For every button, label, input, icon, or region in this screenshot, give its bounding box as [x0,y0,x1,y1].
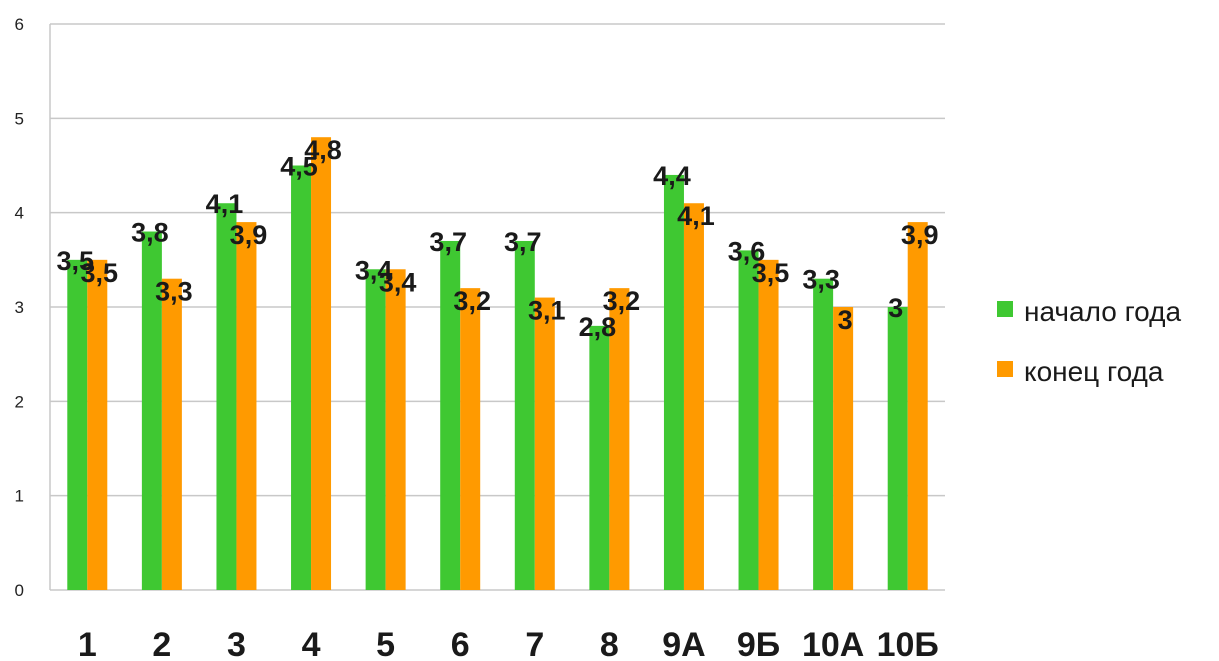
data-label: 3,7 [504,227,542,257]
y-tick-label: 4 [15,204,24,223]
data-label: 3,8 [131,218,169,248]
data-label: 4,1 [206,189,244,219]
bar-start-of-year [738,250,759,590]
data-label: 3,1 [528,296,566,326]
legend: начало года конец года [997,296,1181,387]
data-label: 4,8 [304,135,342,165]
bar-end-of-year [683,203,704,590]
bar-end-of-year [460,288,481,590]
data-label: 3,9 [230,220,268,250]
bar-start-of-year [887,307,908,590]
x-tick-label: 10Б [877,626,939,661]
data-label: 3,6 [728,236,766,266]
x-tick-label: 10А [802,626,864,661]
legend-label: начало года [1024,296,1181,327]
data-label: 3,4 [379,267,417,297]
bar-end-of-year [609,288,630,590]
x-axis: 1 2 3 4 5 6 7 8 9А 9Б 10А 10Б [78,626,939,661]
y-axis: 0 1 2 3 4 5 6 [15,15,24,600]
bar-end-of-year [236,222,257,590]
legend-swatch [997,301,1013,317]
data-label: 3,3 [155,277,193,307]
bar-start-of-year [365,269,386,590]
bar-end-of-year [311,137,332,590]
bar-start-of-year [141,231,162,591]
data-label: 4,1 [677,201,715,231]
x-tick-label: 9А [662,626,705,661]
data-label: 3 [838,305,853,335]
y-tick-label: 3 [15,298,24,317]
bar-end-of-year [833,307,854,590]
bar-start-of-year [440,240,461,590]
data-labels: 3,53,53,83,34,13,94,54,83,43,43,73,23,73… [57,135,939,342]
bar-end-of-year [161,278,182,590]
bar-start-of-year [514,240,535,590]
data-label: 3,4 [355,255,393,285]
x-tick-label: 7 [525,626,544,661]
x-tick-label: 9Б [737,626,780,661]
data-label: 3,2 [603,286,641,316]
y-tick-label: 2 [15,392,24,411]
data-label: 3 [888,293,903,323]
bar-start-of-year [67,259,88,590]
bar-start-of-year [216,203,237,590]
bars [67,137,928,591]
data-label: 3,5 [752,258,790,288]
data-label: 3,9 [901,220,939,250]
x-tick-label: 6 [451,626,470,661]
y-tick-label: 0 [15,581,24,600]
bar-end-of-year [907,222,928,590]
x-tick-label: 4 [302,626,321,661]
legend-label: конец года [1024,356,1164,387]
y-tick-label: 1 [15,487,24,506]
bar-start-of-year [663,174,684,590]
legend-swatch [997,361,1013,377]
x-tick-label: 3 [227,626,246,661]
bar-start-of-year [813,278,834,590]
bar-end-of-year [534,297,555,590]
x-tick-label: 5 [376,626,395,661]
data-label: 3,2 [453,286,491,316]
bar-start-of-year [291,165,312,590]
x-tick-label: 2 [152,626,171,661]
data-label: 4,5 [280,152,318,182]
y-tick-label: 6 [15,15,24,34]
data-label: 3,5 [57,246,95,276]
gridlines [49,23,945,591]
bar-end-of-year [87,259,108,590]
bar-end-of-year [385,269,406,590]
bar-start-of-year [589,325,610,590]
y-tick-label: 5 [15,109,24,128]
data-label: 3,5 [81,258,119,288]
x-tick-label: 1 [78,626,97,661]
data-label: 2,8 [579,312,617,342]
bar-end-of-year [758,259,779,590]
data-label: 3,7 [429,227,467,257]
x-tick-label: 8 [600,626,619,661]
data-label: 3,3 [802,265,840,295]
data-label: 4,4 [653,161,691,191]
